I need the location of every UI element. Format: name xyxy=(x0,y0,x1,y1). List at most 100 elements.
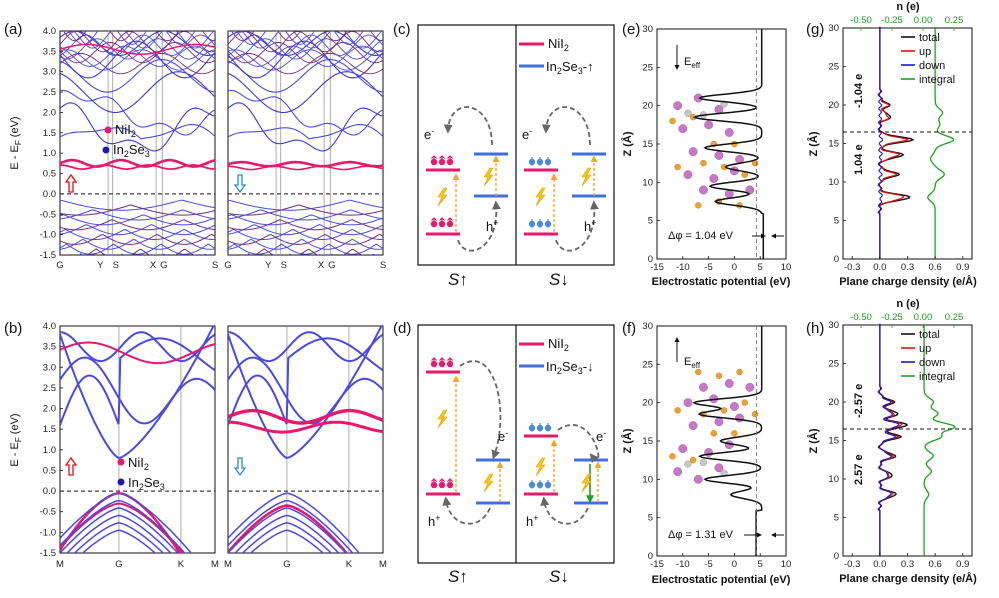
potential-xtick-label: 0 xyxy=(732,262,737,273)
efield-label-e: Eeff xyxy=(684,56,701,70)
down-curve xyxy=(877,323,900,556)
potential-ytick-label: 20 xyxy=(642,101,653,112)
legend-in2se3-a: In2Se3 xyxy=(113,142,150,159)
valence-band xyxy=(60,204,215,216)
photon-bolt-icon xyxy=(581,167,592,187)
atom-in-icon xyxy=(678,124,688,134)
legend-dot-nii2-a xyxy=(104,126,112,134)
conduction-band xyxy=(228,89,383,136)
potential-curve xyxy=(692,326,763,556)
band-alignment-schematic-d: NiI2 In2Se3-↓ e-h+ e-h+ S↑ S↓ xyxy=(417,324,615,586)
electron-label: e- xyxy=(522,126,532,142)
photon-bolt-icon xyxy=(535,457,546,477)
upper-band xyxy=(60,41,215,64)
atom-se-icon xyxy=(689,456,697,464)
up-curve xyxy=(877,26,909,259)
legend-in2se3-d: In2Se3-↓ xyxy=(546,359,594,376)
legend-label-total: total xyxy=(919,32,940,44)
hole-label: h+ xyxy=(584,218,597,234)
valence-band xyxy=(60,233,215,245)
atom-in-icon xyxy=(678,444,688,454)
valence-band xyxy=(228,238,383,250)
potential-ytick-label: 5 xyxy=(648,513,653,524)
atom-in-icon xyxy=(714,151,724,160)
band-b-frame-left xyxy=(59,325,216,554)
kpoint-label: M xyxy=(224,559,232,570)
schematic-c-spin-up: e-h+ xyxy=(424,106,508,252)
legend-label-down: down xyxy=(919,357,945,369)
legend-label-up: up xyxy=(919,46,931,58)
potential-ytick-label: 15 xyxy=(642,436,653,447)
valence-band xyxy=(228,492,361,553)
upper-band xyxy=(60,31,215,53)
band-ytick-label: 3.0 xyxy=(43,67,56,78)
spin-arrow-icon xyxy=(439,217,445,226)
upper-band xyxy=(230,31,383,42)
charge-ytick-label: 5 xyxy=(834,216,839,227)
valence-band xyxy=(60,238,215,250)
charge-ytick-label: 30 xyxy=(828,23,839,34)
band-ytick-label: -1.5 xyxy=(40,548,56,559)
atom-ni-icon xyxy=(684,109,692,117)
legend-nii2-a: NiI2 xyxy=(115,122,136,139)
hole-sup: + xyxy=(533,513,538,523)
electron-sup: - xyxy=(603,428,606,438)
electron-transfer-arrow-icon xyxy=(443,106,493,146)
conduction-band xyxy=(228,326,383,460)
total-curve xyxy=(878,26,915,259)
upper-band xyxy=(60,52,215,75)
band-ytick-label: 1.0 xyxy=(43,148,56,159)
conduction-band xyxy=(60,326,215,460)
kpoint-label: S xyxy=(380,260,386,271)
valence-band xyxy=(228,223,383,236)
band-ytick-label: 3.0 xyxy=(43,362,56,373)
charge-ytick-label: 25 xyxy=(828,359,839,370)
band-ytick-label: -0.5 xyxy=(40,507,56,518)
charge-h-legend: total up down integral xyxy=(901,329,955,383)
band-b-frame-right xyxy=(227,325,384,554)
hole-sup: + xyxy=(493,218,498,228)
schematic-d-spin-down: e-h+ xyxy=(524,423,608,529)
charge-h-plot xyxy=(843,323,972,556)
spin-arrow-icon xyxy=(545,219,551,228)
atom-se-icon xyxy=(695,202,702,209)
atom-se-icon xyxy=(736,368,743,376)
potential-curve xyxy=(692,29,765,259)
valence-band xyxy=(60,214,215,226)
charge-top-tick-label: -0.25 xyxy=(881,15,903,26)
valence-band xyxy=(73,522,165,553)
valence-band xyxy=(228,248,363,255)
kpoint-label: G xyxy=(115,559,122,570)
upper-band xyxy=(228,45,383,67)
charge-ytick-label: 10 xyxy=(828,177,839,188)
charge-g-plot xyxy=(843,26,972,259)
potential-f-xlabel: Electrostatic potential (eV) xyxy=(652,574,791,586)
band-ytick-label: 1.0 xyxy=(43,445,56,456)
electron-label: e- xyxy=(596,428,606,444)
legend-dot-nii2-b xyxy=(117,458,125,466)
spin-arrow-icon xyxy=(529,423,535,432)
spin-arrow-icon xyxy=(537,480,543,489)
spin-arrow-icon xyxy=(447,357,453,366)
charge-g-upper-annot: -1.04 e xyxy=(853,74,865,108)
charge-ytick-label: 20 xyxy=(828,397,839,408)
atom-in-icon xyxy=(699,185,708,195)
spin-label-down-d: S↓ xyxy=(549,567,569,586)
spin-arrow-icon xyxy=(529,219,535,228)
spin-arrow-icon xyxy=(439,155,445,164)
valence-band xyxy=(60,223,215,236)
band-ytick-label: 1.5 xyxy=(43,424,56,435)
band-structure-a: 4.03.53.02.52.01.51.00.50.0-0.5-1.0-1.5 … xyxy=(9,26,386,271)
atom-in-icon xyxy=(704,120,713,130)
valence-band xyxy=(241,522,333,553)
spin-arrow-icon xyxy=(529,480,535,489)
potential-ytick-label: 15 xyxy=(642,139,653,150)
potential-xtick-label: -15 xyxy=(650,559,664,570)
nii2-valence-band xyxy=(60,491,182,553)
charge-g-ticks: -0.3 0.0 0.3 0.6 0.9 30 25 20 15 10 5 0 -0.50 -0.25 0.… xyxy=(828,15,969,273)
band-ytick-label: 0.5 xyxy=(43,169,56,180)
charge-ytick-label: 0 xyxy=(834,551,839,562)
charge-h-upper-annot: -2.57 e xyxy=(853,384,865,418)
band-a-spin-down-plot xyxy=(228,31,383,255)
spin-arrow-icon xyxy=(545,480,551,489)
